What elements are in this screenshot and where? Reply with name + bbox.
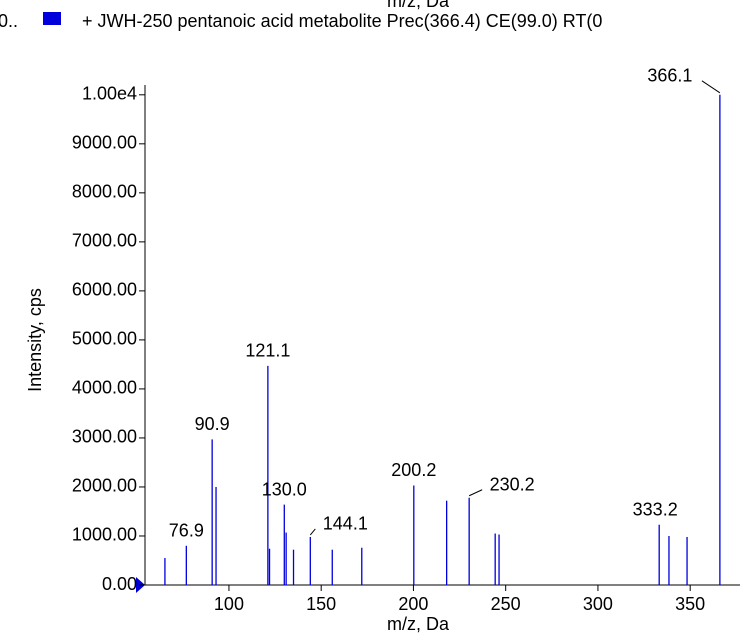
legend-fragment: 0.. [0, 11, 18, 31]
y-tick-label: 3000.00 [72, 427, 137, 447]
peak-label: 230.2 [490, 474, 535, 494]
peak-label: 121.1 [245, 341, 290, 361]
leader-line [701, 80, 721, 94]
y-tick-label: 7000.00 [72, 231, 137, 251]
peak-label: 90.9 [195, 414, 230, 434]
peak-label: 144.1 [323, 514, 368, 534]
leader-line [309, 528, 316, 536]
y-tick-label: 2000.00 [72, 476, 137, 496]
y-tick-label: 1000.00 [72, 525, 137, 545]
x-tick-label: 300 [583, 594, 613, 614]
y-tick-label: 9000.00 [72, 133, 137, 153]
x-tick-label: 100 [214, 594, 244, 614]
peak-label: 333.2 [633, 499, 678, 519]
x-tick-label: 200 [398, 594, 428, 614]
leader-line [468, 489, 483, 497]
peak-label: 130.0 [262, 479, 307, 499]
x-tick-label: 150 [306, 594, 336, 614]
y-tick-label: 0.00 [102, 574, 137, 594]
x-axis-label: m/z, Da [387, 614, 450, 634]
x-tick-label: 250 [491, 594, 521, 614]
y-tick-label: 8000.00 [72, 182, 137, 202]
y-axis-label: Intensity, cps [25, 288, 45, 392]
top-axis-label: m/z, Da [387, 0, 450, 11]
y-tick-label: 5000.00 [72, 329, 137, 349]
y-tick-label: 1.00e4 [82, 84, 137, 104]
y-tick-label: 6000.00 [72, 280, 137, 300]
legend-swatch [43, 12, 61, 25]
legend-label: + JWH-250 pentanoic acid metabolite Prec… [82, 11, 602, 31]
peak-label: 366.1 [647, 66, 692, 86]
x-tick-label: 350 [675, 594, 705, 614]
peak-label: 76.9 [169, 521, 204, 541]
y-tick-label: 4000.00 [72, 378, 137, 398]
peak-label: 200.2 [391, 460, 436, 480]
